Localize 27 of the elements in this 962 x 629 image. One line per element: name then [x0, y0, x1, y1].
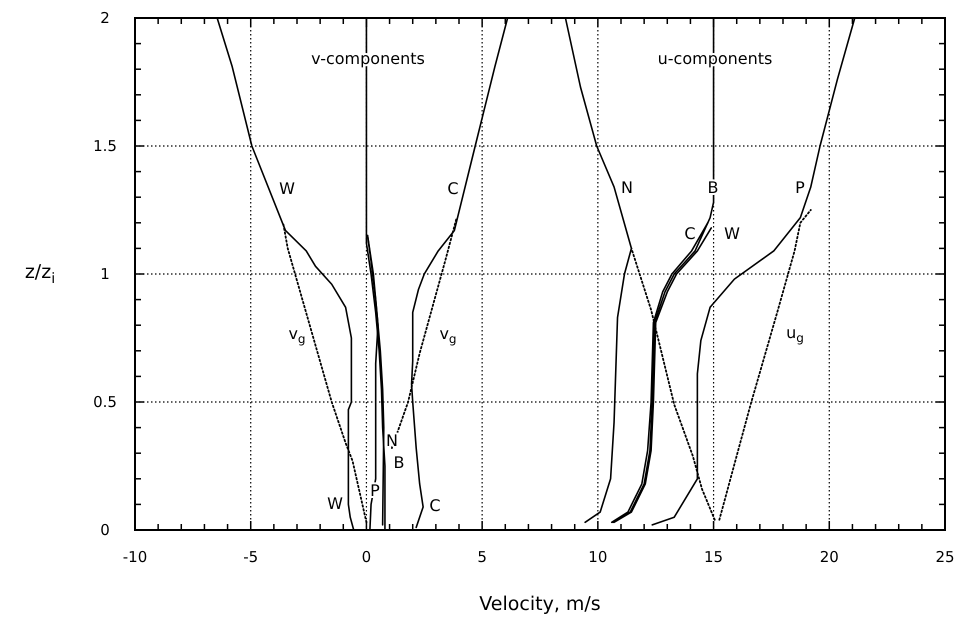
series-label: C — [684, 224, 696, 243]
y-tick-label: 0 — [100, 521, 110, 539]
y-tick-label: 1 — [100, 265, 110, 283]
y-tick-label: 2 — [100, 9, 110, 27]
y-tick-label: 0.5 — [93, 393, 117, 411]
text: C — [429, 496, 441, 515]
x-tick-label: 20 — [820, 548, 839, 566]
series-label: P — [795, 178, 806, 197]
series-label: W — [724, 224, 740, 243]
x-tick-label: -5 — [243, 548, 258, 566]
series-label: N — [621, 178, 633, 197]
x-tick-label: -10 — [122, 548, 148, 566]
series-label: v$_{g}$ — [288, 324, 306, 346]
y-tick-label: 1.5 — [93, 137, 117, 155]
x-tick-label: 0 — [362, 548, 372, 566]
series-label: W — [327, 494, 344, 513]
x-tick-label: 15 — [704, 548, 724, 566]
series-label: B — [394, 453, 404, 472]
x-tick-label: 10 — [588, 548, 608, 566]
x-axis-title: Velocity, m/s — [479, 593, 601, 615]
x-tick-label: 5 — [477, 548, 487, 566]
series-label: C — [447, 179, 459, 198]
text: W — [279, 179, 295, 198]
series-label: v$_{g}$ — [439, 324, 457, 346]
series-label: u$_{g}$ — [786, 323, 804, 346]
y-axis-title: z/z$_{i}$ — [24, 261, 56, 287]
x-tick-label: 25 — [935, 548, 955, 566]
